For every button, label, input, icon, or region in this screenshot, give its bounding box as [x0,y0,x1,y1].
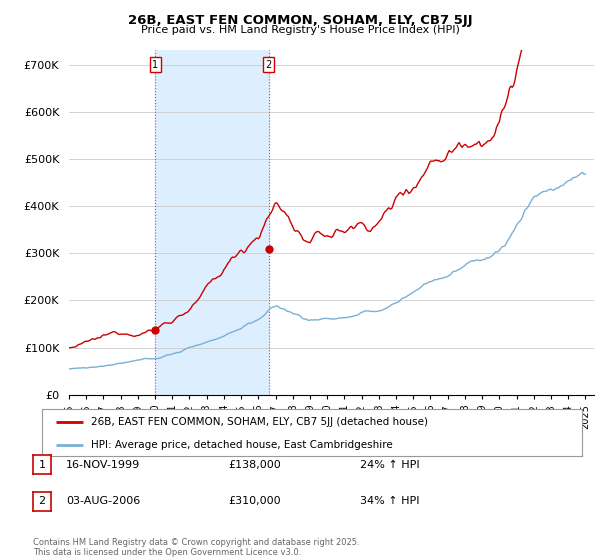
Bar [155,50,269,395]
Text: 34% ↑ HPI: 34% ↑ HPI [360,496,419,506]
Text: 2: 2 [266,59,272,69]
Text: 1: 1 [152,59,158,69]
Text: 03-AUG-2006: 03-AUG-2006 [66,496,140,506]
Text: 2: 2 [38,496,46,506]
Text: 16-NOV-1999: 16-NOV-1999 [66,460,140,470]
Text: 24% ↑ HPI: 24% ↑ HPI [360,460,419,470]
Text: 1: 1 [38,460,46,470]
Text: 26B, EAST FEN COMMON, SOHAM, ELY, CB7 5JJ (detached house): 26B, EAST FEN COMMON, SOHAM, ELY, CB7 5J… [91,417,428,427]
Text: Price paid vs. HM Land Registry's House Price Index (HPI): Price paid vs. HM Land Registry's House … [140,25,460,35]
Text: £138,000: £138,000 [228,460,281,470]
Text: Contains HM Land Registry data © Crown copyright and database right 2025.
This d: Contains HM Land Registry data © Crown c… [33,538,359,557]
Text: £310,000: £310,000 [228,496,281,506]
Text: HPI: Average price, detached house, East Cambridgeshire: HPI: Average price, detached house, East… [91,440,392,450]
Text: 26B, EAST FEN COMMON, SOHAM, ELY, CB7 5JJ: 26B, EAST FEN COMMON, SOHAM, ELY, CB7 5J… [128,14,472,27]
